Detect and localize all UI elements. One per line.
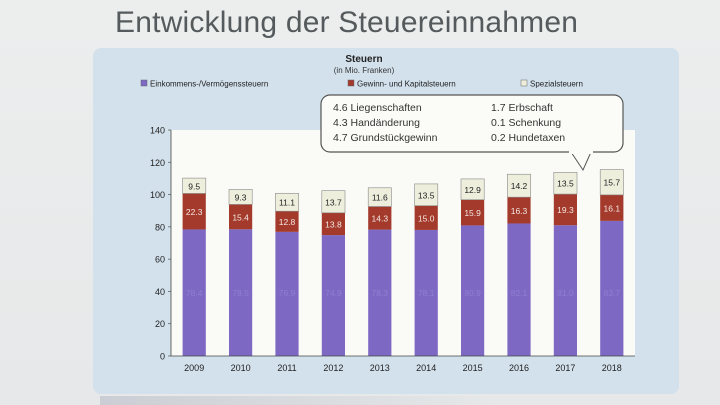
callout-item: 1.7 Erbschaft <box>491 102 553 114</box>
x-tick-label: 2015 <box>463 363 483 373</box>
y-tick-label: 140 <box>150 126 165 136</box>
bar-segment <box>507 197 531 224</box>
bar-data-label: 11.6 <box>372 193 388 203</box>
legend-swatch-0 <box>140 79 148 87</box>
slide-title: Entwicklung der Steuereinnahmen <box>115 6 579 39</box>
bar-segment <box>460 178 485 201</box>
x-tick-label: 2014 <box>416 363 436 373</box>
bar-data-label: 13.5 <box>557 179 574 189</box>
x-tick-label: 2012 <box>323 363 343 373</box>
bar-segment <box>461 225 485 356</box>
bar-data-label: 13.8 <box>325 219 342 229</box>
bar-data-label: 13.7 <box>325 197 342 207</box>
x-tick-label: 2018 <box>602 363 622 373</box>
bar-data-label: 78.3 <box>372 288 389 298</box>
legend-label-0: Einkommens-/Vermögenssteuern <box>150 80 268 89</box>
bar-segment <box>321 190 346 214</box>
y-tick-label: 0 <box>160 352 165 362</box>
callout-item: 4.3 Handänderung <box>333 117 420 129</box>
callout-item: 0.2 Hundetaxen <box>491 132 565 144</box>
bar-segment <box>553 171 578 195</box>
y-tick-label: 80 <box>155 222 165 232</box>
bar-data-label: 14.3 <box>372 214 389 224</box>
bar-data-label: 15.9 <box>464 208 481 218</box>
bar-segment <box>321 212 345 236</box>
callout-item: 4.7 Grundstückgewinn <box>333 132 438 144</box>
bar-segment <box>182 177 207 194</box>
y-tick-label: 40 <box>155 287 165 297</box>
bar-segment <box>414 205 438 230</box>
bar-data-label: 14.2 <box>511 181 528 191</box>
bar-data-label: 16.3 <box>511 206 528 216</box>
bar-segment <box>461 199 485 226</box>
bar-data-label: 15.0 <box>418 213 435 223</box>
bar-segment <box>507 223 531 356</box>
bar-segment <box>414 229 438 356</box>
y-tick-label: 60 <box>155 255 165 265</box>
bar-segment <box>600 194 624 221</box>
stacked-bar-chart: Steuern(in Mio. Franken) Einkommens-/Verm… <box>140 54 635 373</box>
bar-data-label: 76.9 <box>279 288 296 298</box>
x-tick-label: 2017 <box>555 363 575 373</box>
legend-label-1: Gewinn- und Kapitalsteuern <box>357 80 456 89</box>
bar-data-label: 9.3 <box>235 192 247 202</box>
bar-data-label: 78.1 <box>418 288 435 298</box>
callout-item: 4.6 Liegenschaften <box>333 102 422 114</box>
chart-title: Steuern <box>345 54 382 65</box>
bar-segment <box>600 220 624 356</box>
bar-segment <box>275 231 299 356</box>
bar-data-label: 78.4 <box>186 288 203 298</box>
legend-label-2: Spezialsteuern <box>530 80 583 89</box>
bar-data-label: 16.1 <box>604 203 621 213</box>
bar-segment <box>321 235 345 356</box>
callout-item: 0.1 Schenkung <box>491 117 561 129</box>
bar-segment <box>414 183 439 207</box>
x-tick-label: 2013 <box>370 363 390 373</box>
bar-data-label: 22.3 <box>186 207 203 217</box>
bar-segment <box>275 211 299 232</box>
bar-segment <box>275 192 299 212</box>
bar-segment <box>228 189 253 205</box>
bar-data-label: 12.9 <box>464 185 481 195</box>
bar-segment <box>553 225 577 356</box>
legend-swatch-2 <box>520 79 528 87</box>
bar-data-label: 74.9 <box>325 288 342 298</box>
x-tick-label: 2016 <box>509 363 529 373</box>
bar-segment <box>553 194 577 226</box>
x-tick-label: 2009 <box>184 363 204 373</box>
bar-data-label: 19.3 <box>557 205 574 215</box>
callout-box <box>320 94 624 153</box>
bar-segment <box>368 206 392 230</box>
bar-data-label: 80.9 <box>464 288 481 298</box>
bar-data-label: 11.1 <box>279 198 295 208</box>
bar-segment <box>367 187 392 207</box>
footer-text-fragment <box>100 396 500 405</box>
bar-data-label: 15.7 <box>604 178 621 188</box>
bar-segment <box>182 193 206 230</box>
bar-segment <box>599 169 624 196</box>
bar-segment <box>229 204 253 230</box>
bar-segment <box>507 173 531 198</box>
callout-joint <box>569 150 593 154</box>
bar-data-label: 12.8 <box>279 217 296 227</box>
x-tick-label: 2010 <box>231 363 251 373</box>
legend-swatch-1 <box>347 79 355 87</box>
y-tick-label: 20 <box>155 319 165 329</box>
bar-data-label: 81.0 <box>557 288 574 298</box>
x-tick-label: 2011 <box>277 363 296 373</box>
bar-segment <box>368 229 392 356</box>
bar-data-label: 9.5 <box>188 181 200 191</box>
bar-data-label: 83.7 <box>604 288 621 298</box>
bar-segment <box>182 229 206 356</box>
bar-data-label: 78.5 <box>232 288 249 298</box>
bar-data-label: 13.5 <box>418 190 435 200</box>
bar-data-label: 82.1 <box>511 288 528 298</box>
bar-segment <box>229 229 253 356</box>
chart-subtitle: (in Mio. Franken) <box>334 66 395 75</box>
y-tick-label: 120 <box>150 158 165 168</box>
bar-data-label: 15.4 <box>232 212 249 222</box>
y-tick-label: 100 <box>150 190 165 200</box>
